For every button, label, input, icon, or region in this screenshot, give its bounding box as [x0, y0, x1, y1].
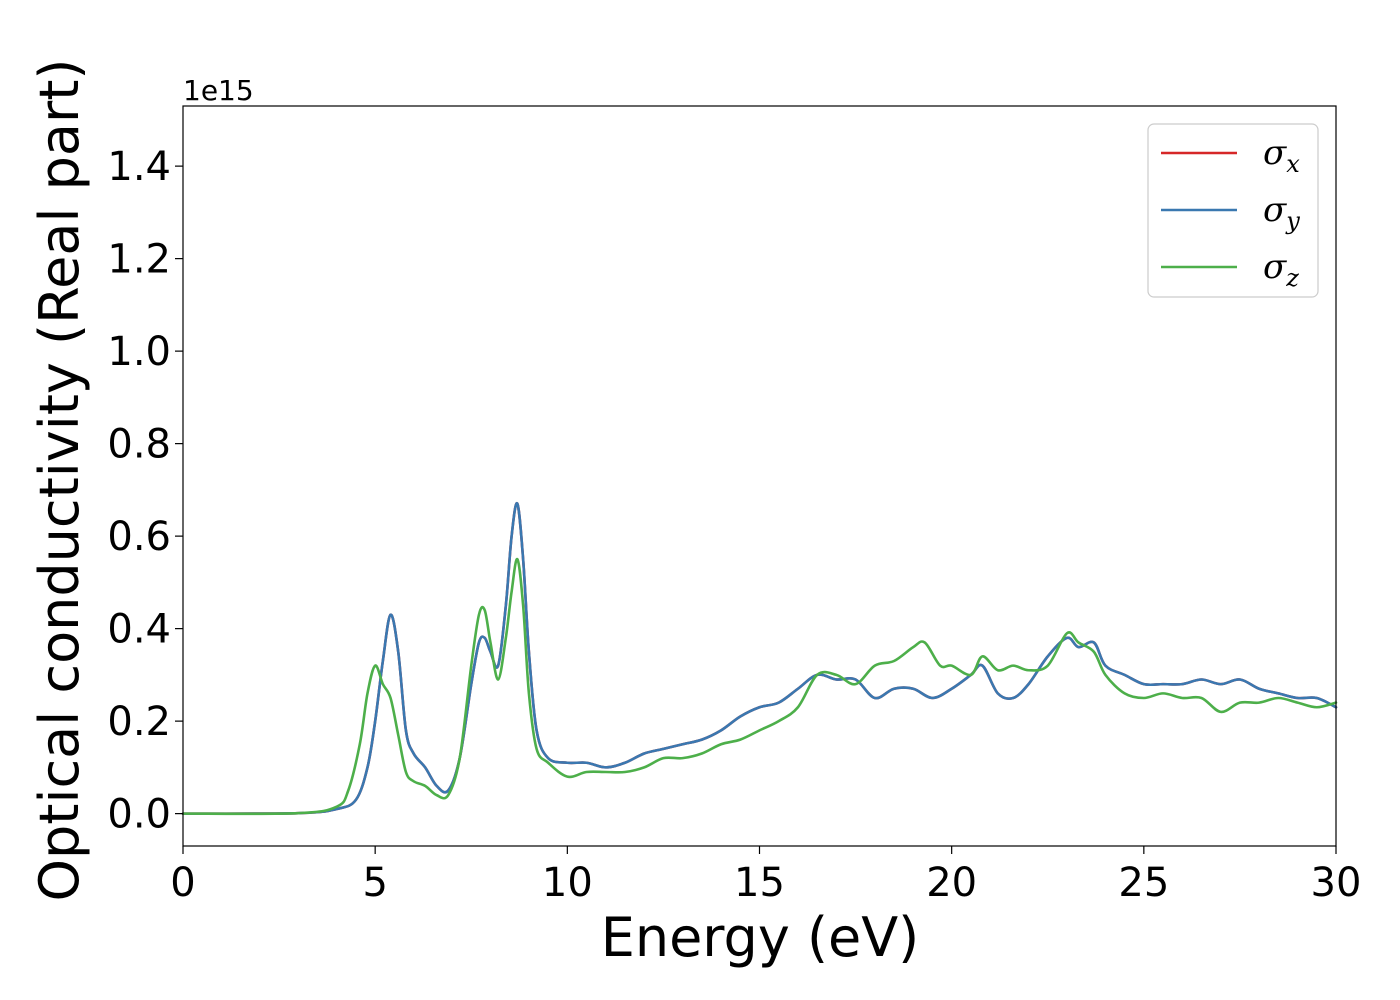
y-tick-label: 0.8 [107, 422, 171, 468]
x-tick-label: 30 [1311, 860, 1362, 906]
y-tick-label: 0.4 [107, 607, 171, 653]
y-tick-label: 0.6 [107, 514, 171, 560]
y-axis-label: Optical conductivity (Real part) [28, 59, 91, 902]
series-line-y [181, 502, 1338, 815]
series-layer [181, 502, 1338, 816]
x-tick-label: 5 [362, 860, 387, 906]
x-axis: 0 5 10 15 20 25 30 [170, 846, 1361, 906]
y-tick-label: 1.0 [107, 329, 171, 375]
x-tick-label: 0 [170, 860, 195, 906]
legend-label-x: σx [1263, 133, 1300, 178]
y-tick-label: 1.2 [107, 237, 171, 283]
x-tick-label: 15 [734, 860, 785, 906]
x-tick-label: 25 [1118, 860, 1169, 906]
x-tick-label: 20 [926, 860, 977, 906]
legend: σx σy σz [1147, 123, 1319, 298]
x-tick-label: 10 [542, 860, 593, 906]
legend-label-y: σy [1263, 190, 1300, 235]
y-tick-label: 0.2 [107, 699, 171, 745]
y-offset-text: 1e15 [183, 74, 254, 107]
y-axis: 0.0 0.2 0.4 0.6 0.8 1.0 1.2 1.4 [107, 144, 183, 838]
legend-label-z: σz [1263, 247, 1299, 292]
series-line-z [181, 557, 1338, 816]
y-tick-label: 0.0 [107, 792, 171, 838]
x-axis-label: Energy (eV) [601, 906, 920, 969]
y-tick-label: 1.4 [107, 144, 171, 190]
